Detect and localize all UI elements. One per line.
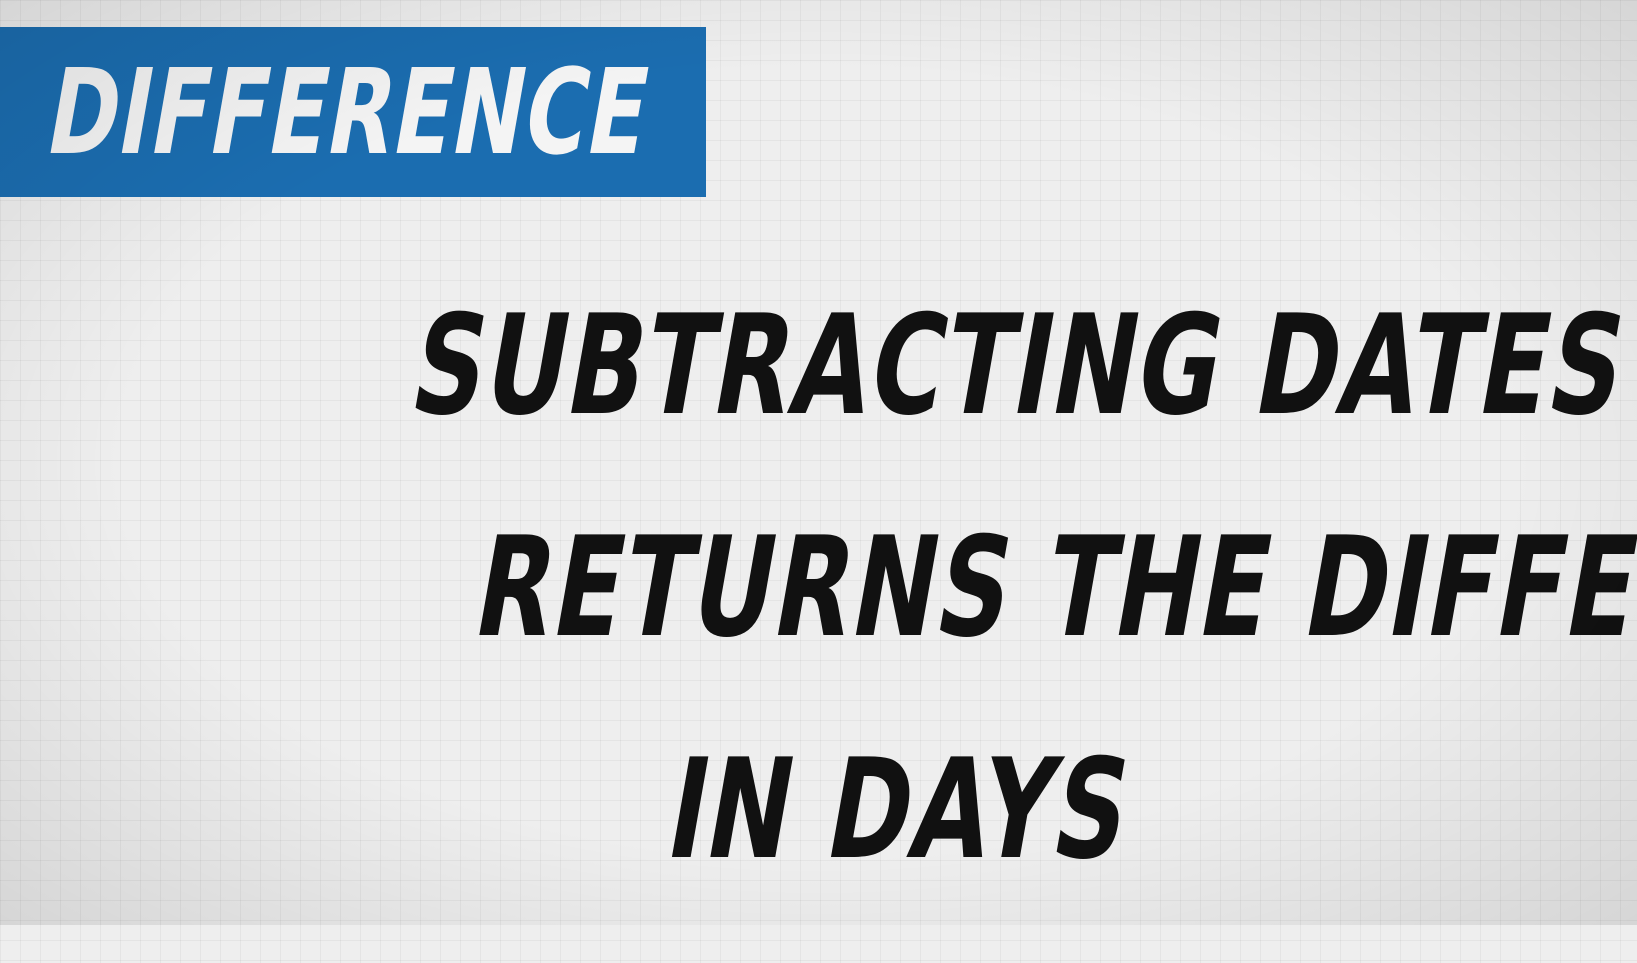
statement-line: SUBTRACTING DATES (180, 255, 1637, 477)
statement-text: SUBTRACTING DATES RETURNS THE DIFFERENCE… (180, 255, 1637, 921)
title-banner: DIFFERENCE (0, 27, 706, 197)
statement-line: RETURNS THE DIFFERENCE (180, 477, 1637, 699)
statement-line-text: SUBTRACTING DATES (401, 285, 1637, 446)
banner-title: DIFFERENCE (37, 43, 661, 181)
statement-line-text: RETURNS THE DIFFERENCE (464, 507, 1637, 668)
statement-line: IN DAYS (180, 699, 1620, 921)
statement-line-text: IN DAYS (656, 729, 1144, 890)
